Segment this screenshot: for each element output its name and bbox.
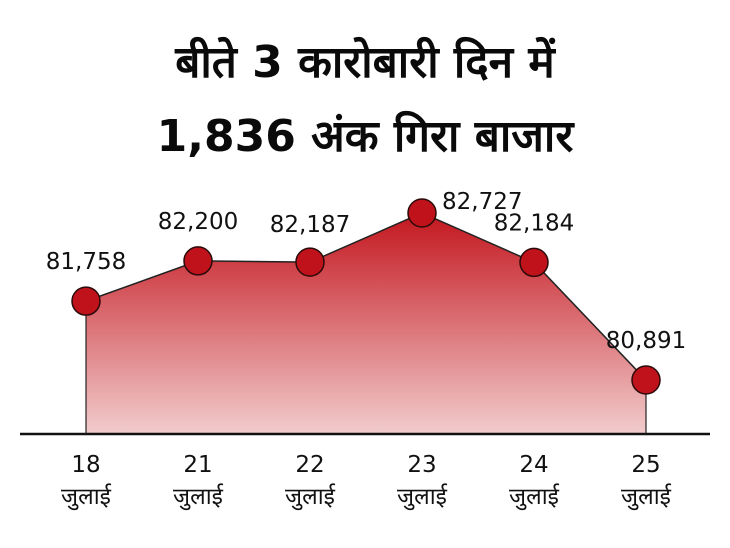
chart-title-line-1: बीते 3 कारोबारी दिन में [175, 37, 555, 88]
data-label: 82,727 [442, 189, 522, 215]
x-tick-label-month: जुलाई [621, 483, 672, 511]
x-tick-label-day: 18 [71, 452, 100, 478]
x-tick-label-month: जुलाई [61, 483, 112, 511]
chart-title-line-2: 1,836 अंक गिरा बाजार [156, 111, 574, 162]
x-tick-label-month: जुलाई [509, 483, 560, 511]
data-point [407, 198, 437, 228]
data-label: 82,200 [158, 209, 238, 235]
data-point [631, 365, 661, 395]
data-point [519, 247, 549, 278]
x-tick-label-day: 25 [631, 452, 660, 478]
area-fill [86, 213, 646, 434]
data-label: 80,891 [606, 328, 686, 354]
data-point [71, 286, 101, 316]
x-tick-label-month: जुलाई [285, 483, 336, 511]
data-label: 82,187 [270, 212, 350, 238]
x-tick-label-month: जुलाई [397, 483, 448, 511]
x-tick-label-day: 24 [519, 452, 548, 478]
x-tick-label-month: जुलाई [173, 483, 224, 511]
x-tick-label-day: 22 [295, 452, 324, 478]
x-tick-label-day: 23 [407, 452, 436, 478]
series-line [85, 212, 647, 381]
x-tick-label-day: 21 [183, 452, 212, 478]
data-label: 82,184 [494, 210, 574, 236]
data-label: 81,758 [46, 249, 126, 275]
data-point [295, 247, 325, 277]
data-point [183, 246, 213, 276]
